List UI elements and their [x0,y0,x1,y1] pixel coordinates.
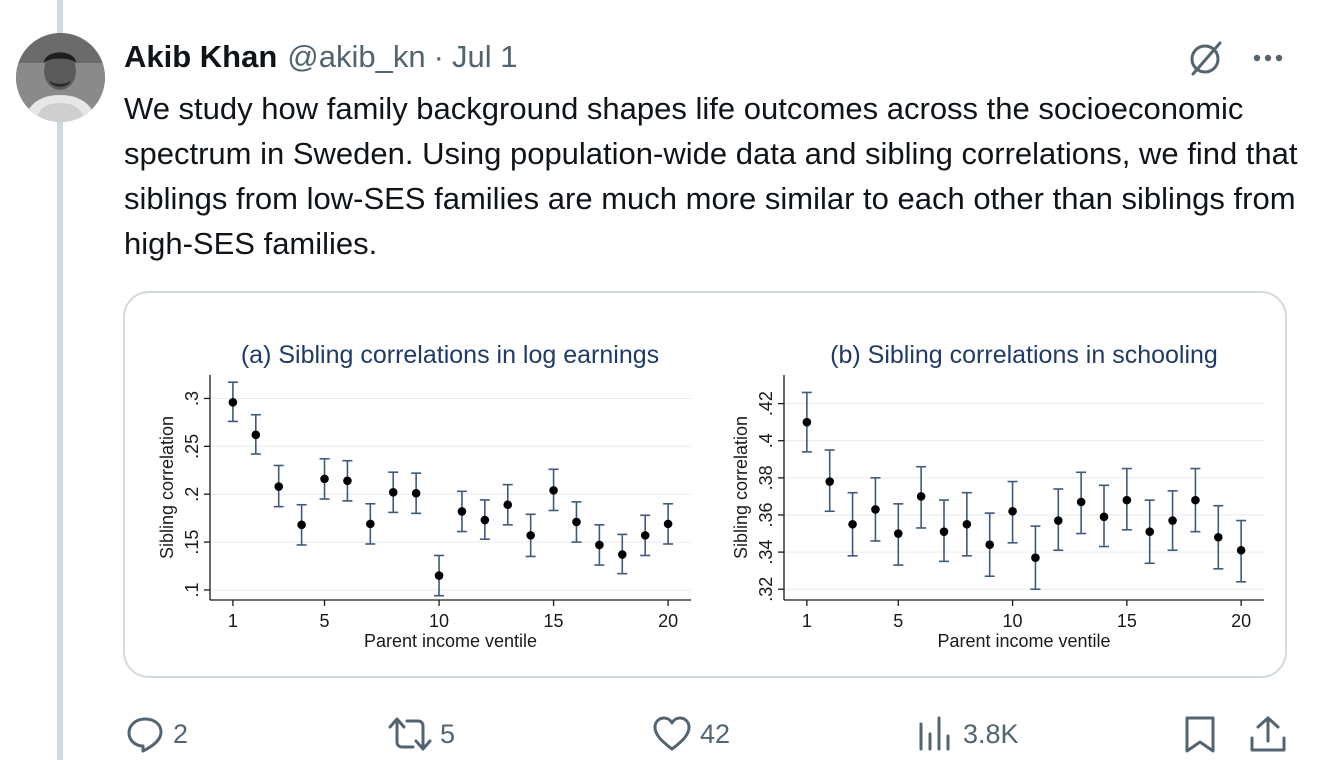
panel-a-data-point [274,482,284,491]
share-icon [1250,716,1286,752]
share-button[interactable] [1248,712,1288,756]
reply-icon [127,717,163,753]
panel-b-title: (b) Sibling correlations in schooling [830,341,1218,369]
panel-a-y-tick-label: .3 [182,391,202,406]
retweet-count: 5 [440,718,456,749]
like-count: 42 [700,718,731,749]
panel-a-data-point [503,500,513,510]
panel-b-data-point [939,527,949,536]
views-icon [919,716,950,751]
panel-b-data-point [1236,545,1246,555]
panel-b-data-point [825,477,835,486]
view-count: 3.8K [963,718,1019,749]
tweet-text: We study how family background shapes li… [124,91,1298,261]
panel-b-data-point [1053,516,1063,525]
panel-a-data-point [549,486,558,495]
reply-count: 2 [173,718,189,749]
panel-a-y-tick-label: .15 [182,530,202,555]
retweet-button[interactable]: 5 [388,712,455,756]
panel-b-x-tick-label: 20 [1231,611,1251,631]
panel-b-data-point [1168,516,1177,525]
panel-b-y-tick-label: .38 [756,465,776,490]
panel-b-data-point [802,417,812,427]
panel-b-y-tick-label: .36 [756,502,776,527]
panel-b-x-tick-label: 5 [893,611,903,631]
panel-a-data-point [663,519,673,529]
panel-a-data-point [366,519,375,529]
reply-button[interactable]: 2 [125,712,188,756]
panel-b-data-point [1076,497,1086,507]
panel-a-data-point [388,487,398,497]
panel-a-data-point [343,476,352,486]
panel-b-data-point [962,519,972,529]
panel-a-x-tick-label: 1 [228,611,238,631]
panel-b-x-tick-label: 15 [1117,611,1137,631]
panel-a-data-point [457,507,467,516]
panel-a-x-tick-label: 20 [658,611,678,631]
avatar-photo [16,33,105,122]
panel-a-title: (a) Sibling correlations in log earnings [241,341,659,369]
grok-button[interactable] [1186,38,1226,78]
panel-a-x-axis-label: Parent income ventile [364,631,537,651]
panel-a-y-axis-label: Sibling correlation [157,416,177,559]
tweet-header: Akib Khan @akib_kn · Jul 1 [124,37,517,77]
panel-a-data-point [411,488,421,498]
panel-b-x-axis-label: Parent income ventile [937,631,1110,651]
bookmark-button[interactable] [1180,712,1220,756]
panel-b-data-point [985,540,995,549]
panel-b-y-tick-label: .32 [756,577,776,602]
panel-a-data-point [617,550,627,559]
panel-a-data-point [320,474,329,484]
panel-b-data-point [1213,532,1223,542]
panel-b-data-point [1191,495,1200,505]
more-icon [1253,54,1283,62]
panel-a-data-point [526,531,535,540]
panel-b-data-point [1145,527,1155,536]
avatar[interactable] [16,33,105,122]
panel-a-y-tick-label: .25 [182,434,202,459]
panel-b-data-point [916,492,926,501]
panel-a-data-point [572,517,581,527]
panel-a-x-tick-label: 5 [320,611,330,631]
panel-a-x-tick-label: 10 [429,611,449,631]
retweet-icon [388,717,432,751]
panel-b-y-tick-label: .4 [756,433,776,448]
panel-a-data-point [297,520,306,530]
header-separator: · [433,39,444,74]
panel-a-data-point [434,571,444,580]
tweet-media-image[interactable]: (a) Sibling correlations in log earnings… [123,291,1287,678]
panel-b-data-point [893,529,903,538]
bookmark-icon [1185,716,1215,753]
tweet-date[interactable]: Jul 1 [451,39,518,74]
panel-b-y-tick-label: .34 [756,540,776,565]
more-options-button[interactable] [1248,38,1288,78]
panel-a-x-tick-label: 15 [544,611,564,631]
author-name[interactable]: Akib Khan [124,39,278,74]
panel-b-y-tick-label: .42 [756,391,776,416]
heart-icon [653,716,691,751]
panel-a-y-tick-label: .1 [182,582,202,597]
panel-a-data-point [251,430,261,440]
panel-b-y-axis-label: Sibling correlation [731,416,751,559]
panel-b-data-point [848,519,857,529]
panel-a-data-point [595,540,604,550]
panel-b-data-point [1122,495,1132,505]
panel-b-data-point [1099,512,1109,522]
author-handle[interactable]: @akib_kn [287,39,426,74]
panel-a-data-point [480,515,490,525]
thread-connector-line [57,0,63,760]
panel-a-data-point [640,531,650,540]
panel-b-data-point [871,505,880,514]
views-button[interactable]: 3.8K [915,712,1019,756]
panel-a-data-point [228,397,238,407]
panel-b-data-point [1031,553,1040,562]
chart-figure: (a) Sibling correlations in log earnings… [157,341,1264,651]
grok-icon [1190,41,1222,76]
panel-b-x-tick-label: 10 [1003,611,1023,631]
panel-b-data-point [1008,506,1017,516]
like-button[interactable]: 42 [652,712,730,756]
panel-b-x-tick-label: 1 [802,611,812,631]
panel-a-y-tick-label: .2 [182,487,202,502]
